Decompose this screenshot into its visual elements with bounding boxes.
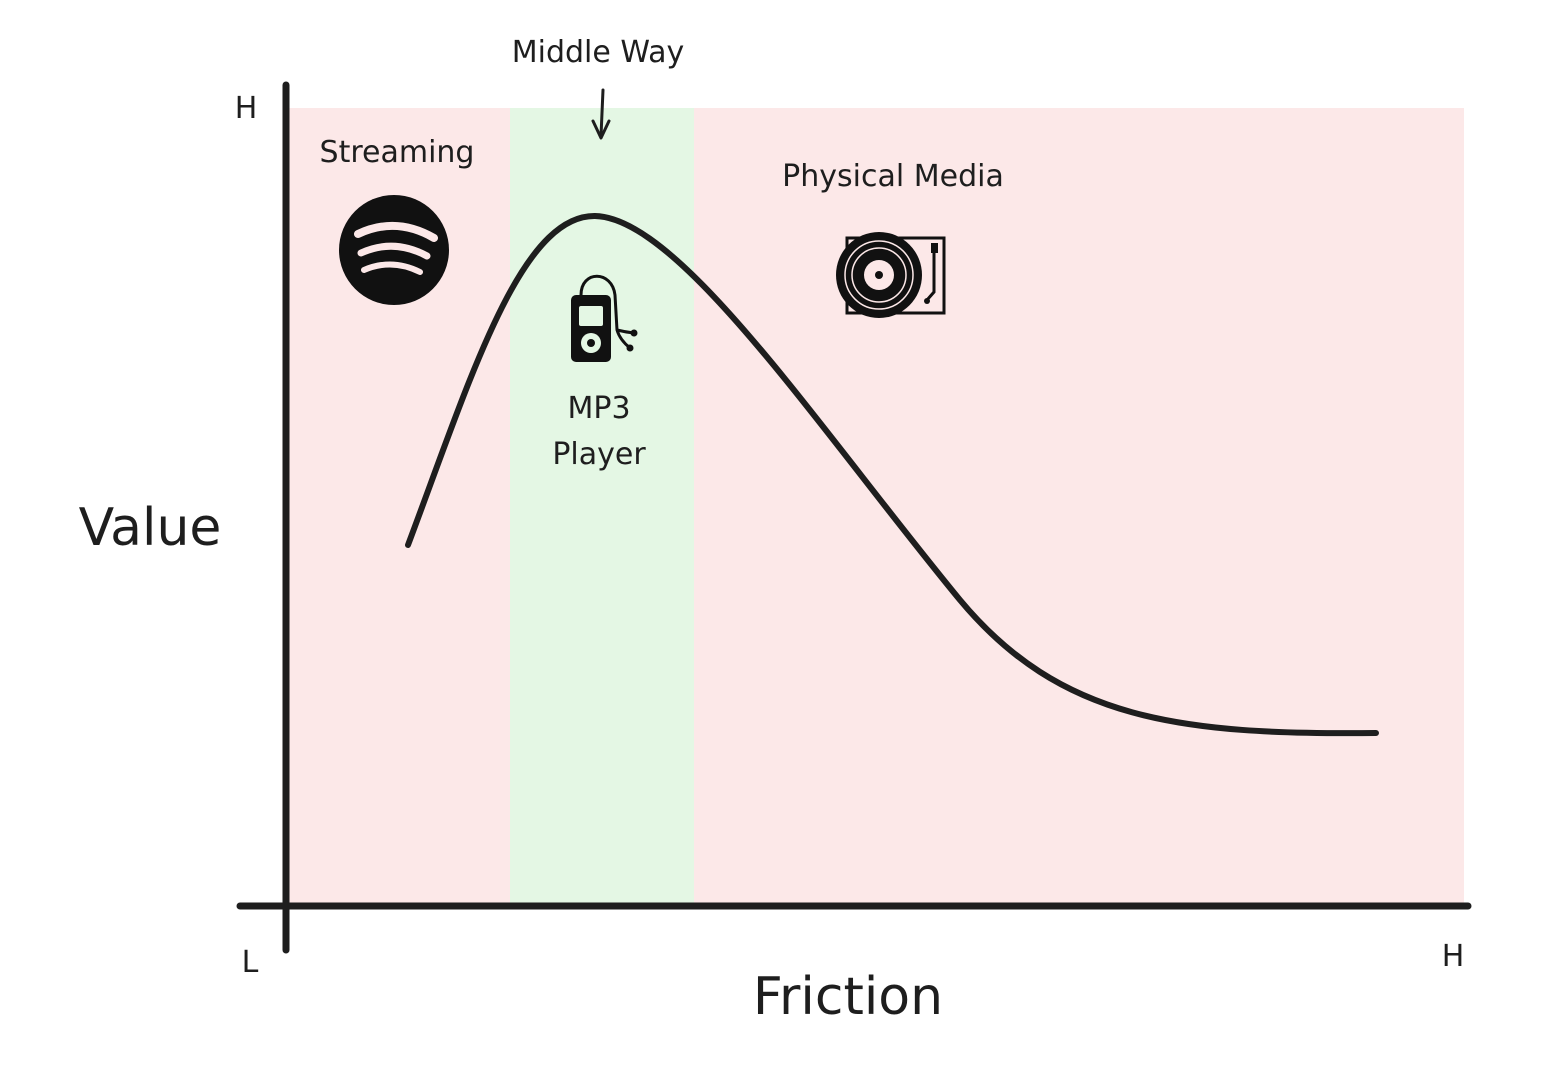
y-high-label: H: [235, 91, 258, 126]
y-axis-title: Value: [79, 498, 222, 558]
middle-way-arrow: [599, 88, 605, 138]
origin-low-label: L: [242, 945, 259, 980]
arrow-head: [591, 119, 611, 140]
mp3-label-line2: Player: [552, 437, 646, 472]
x-high-label: H: [1442, 939, 1465, 974]
x-axis-title: Friction: [753, 967, 943, 1027]
mp3-player-icon: [571, 274, 638, 362]
middle-way-region: [510, 108, 694, 906]
record-player-icon: [836, 232, 946, 318]
physical-media-region: [694, 108, 1464, 906]
middle-way-label: Middle Way: [512, 35, 685, 70]
value-curve: [405, 212, 1379, 737]
physical-media-label: Physical Media: [782, 159, 1004, 194]
streaming-label: Streaming: [320, 135, 475, 170]
mp3-label-line1: MP3: [567, 391, 630, 426]
spotify-logo-icon: [339, 195, 449, 305]
